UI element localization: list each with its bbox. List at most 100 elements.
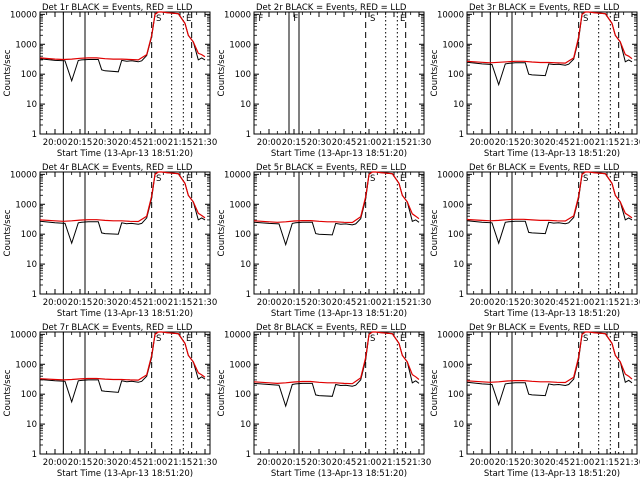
x-axis-label: Start Time (13-Apr-13 18:51:20) — [57, 469, 193, 479]
x-tick-label: 20:30 — [520, 458, 545, 468]
lld-series-line — [253, 171, 420, 224]
x-tick-label: 20:15 — [495, 458, 520, 468]
panel-title: Det 6r BLACK = Events, RED = LLD — [469, 163, 620, 173]
x-tick-label: 21:00 — [570, 138, 595, 148]
x-tick-label: 20:15 — [495, 298, 520, 308]
y-tick-label: 10000 — [10, 330, 37, 340]
detector-panel-4: Det 4r BLACK = Events, RED = LLD Counts/s… — [3, 163, 217, 319]
y-tick-label: 10 — [26, 100, 37, 110]
lld-series-line — [466, 171, 633, 222]
x-tick-label: 21:30 — [407, 138, 432, 148]
events-series-line — [253, 331, 420, 408]
x-tick-label: 21:15 — [595, 298, 620, 308]
y-tick-label: 1 — [246, 130, 251, 140]
y-tick-label: 10 — [453, 100, 464, 110]
x-tick-label: 21:30 — [193, 138, 218, 148]
y-tick-label: 10000 — [10, 170, 37, 180]
x-tick-label: 20:00 — [43, 458, 68, 468]
marker-letter: S — [583, 334, 588, 344]
panel-title: Det 3r BLACK = Events, RED = LLD — [469, 3, 620, 13]
y-tick-label: 1000 — [229, 40, 251, 50]
x-tick-label: 21:30 — [620, 458, 640, 468]
x-tick-label: 20:15 — [282, 458, 307, 468]
plot-frame — [466, 11, 638, 135]
x-tick-label: 20:45 — [332, 458, 357, 468]
x-tick-label: 20:30 — [93, 298, 118, 308]
marker-letter: S — [370, 14, 375, 24]
detector-panel-2: Det 2r BLACK = Events, RED = LLD Counts/s… — [217, 3, 431, 159]
y-tick-label: 10000 — [437, 330, 464, 340]
y-tick-label: 100 — [21, 230, 37, 240]
plot-frame — [466, 331, 638, 455]
marker-letter: E — [400, 174, 405, 184]
x-tick-label: 20:30 — [520, 298, 545, 308]
x-tick-label: 21:30 — [620, 298, 640, 308]
x-tick-label: 21:00 — [143, 458, 168, 468]
panel-title: Det 1r BLACK = Events, RED = LLD — [42, 3, 193, 13]
x-tick-label: 20:00 — [257, 458, 282, 468]
y-tick-label: 1 — [459, 130, 464, 140]
panel-title: Det 9r BLACK = Events, RED = LLD — [469, 323, 620, 333]
x-tick-label: 20:15 — [495, 138, 520, 148]
y-tick-label: 1000 — [229, 360, 251, 370]
panel-title: Det 2r BLACK = Events, RED = LLD — [256, 3, 407, 13]
x-tick-label: 21:15 — [595, 458, 620, 468]
plot-frame — [253, 171, 425, 295]
marker-letter: E — [613, 174, 618, 184]
y-tick-label: 1000 — [229, 200, 251, 210]
x-tick-label: 21:15 — [168, 458, 193, 468]
events-series-line — [39, 171, 206, 245]
y-tick-label: 100 — [235, 70, 251, 80]
x-tick-label: 20:45 — [332, 138, 357, 148]
panel-title: Det 7r BLACK = Events, RED = LLD — [42, 323, 193, 333]
marker-letter: S — [583, 14, 588, 24]
x-tick-label: 21:00 — [143, 138, 168, 148]
x-tick-label: 20:00 — [470, 298, 495, 308]
y-tick-label: 10 — [26, 260, 37, 270]
plot-frame — [253, 11, 425, 135]
x-tick-label: 21:30 — [193, 298, 218, 308]
events-series-line — [253, 171, 420, 247]
y-tick-label: 1000 — [442, 200, 464, 210]
y-tick-label: 1 — [459, 450, 464, 460]
y-tick-label: 10000 — [224, 10, 251, 20]
lld-series-line — [253, 331, 420, 385]
x-tick-label: 20:45 — [118, 138, 143, 148]
x-axis-label: Start Time (13-Apr-13 18:51:20) — [57, 309, 193, 319]
marker-letter: S — [370, 174, 375, 184]
x-tick-label: 20:45 — [118, 458, 143, 468]
y-axis-label: Counts/sec — [430, 49, 440, 96]
y-tick-label: 100 — [21, 70, 37, 80]
x-tick-label: 21:15 — [382, 458, 407, 468]
y-axis-label: Counts/sec — [430, 209, 440, 256]
marker-letter: S — [156, 174, 161, 184]
x-tick-label: 20:00 — [43, 138, 68, 148]
x-axis-label: Start Time (13-Apr-13 18:51:20) — [484, 469, 620, 479]
y-tick-label: 10000 — [437, 170, 464, 180]
y-tick-label: 1 — [32, 130, 37, 140]
x-tick-label: 20:45 — [545, 298, 570, 308]
detector-panel-1: Det 1r BLACK = Events, RED = LLD Counts/s… — [3, 3, 217, 159]
x-tick-label: 21:30 — [620, 138, 640, 148]
y-tick-label: 10000 — [224, 170, 251, 180]
panel-title: Det 4r BLACK = Events, RED = LLD — [42, 163, 193, 173]
y-tick-label: 10 — [240, 420, 251, 430]
events-series-line — [466, 171, 633, 245]
lld-series-line — [39, 171, 206, 223]
y-tick-label: 1 — [459, 290, 464, 300]
marker-letter: S — [583, 174, 588, 184]
events-series-line — [466, 331, 633, 407]
x-tick-label: 21:30 — [193, 458, 218, 468]
marker-letter: E — [186, 14, 191, 24]
x-tick-label: 21:15 — [382, 298, 407, 308]
x-tick-label: 20:00 — [257, 138, 282, 148]
y-tick-label: 1000 — [442, 40, 464, 50]
marker-letter: E — [613, 334, 618, 344]
y-tick-label: 100 — [21, 390, 37, 400]
marker-letter: E — [613, 14, 618, 24]
marker-letter: E — [186, 334, 191, 344]
x-tick-label: 20:30 — [307, 458, 332, 468]
x-tick-label: 21:00 — [357, 298, 382, 308]
x-tick-label: 20:15 — [68, 298, 93, 308]
